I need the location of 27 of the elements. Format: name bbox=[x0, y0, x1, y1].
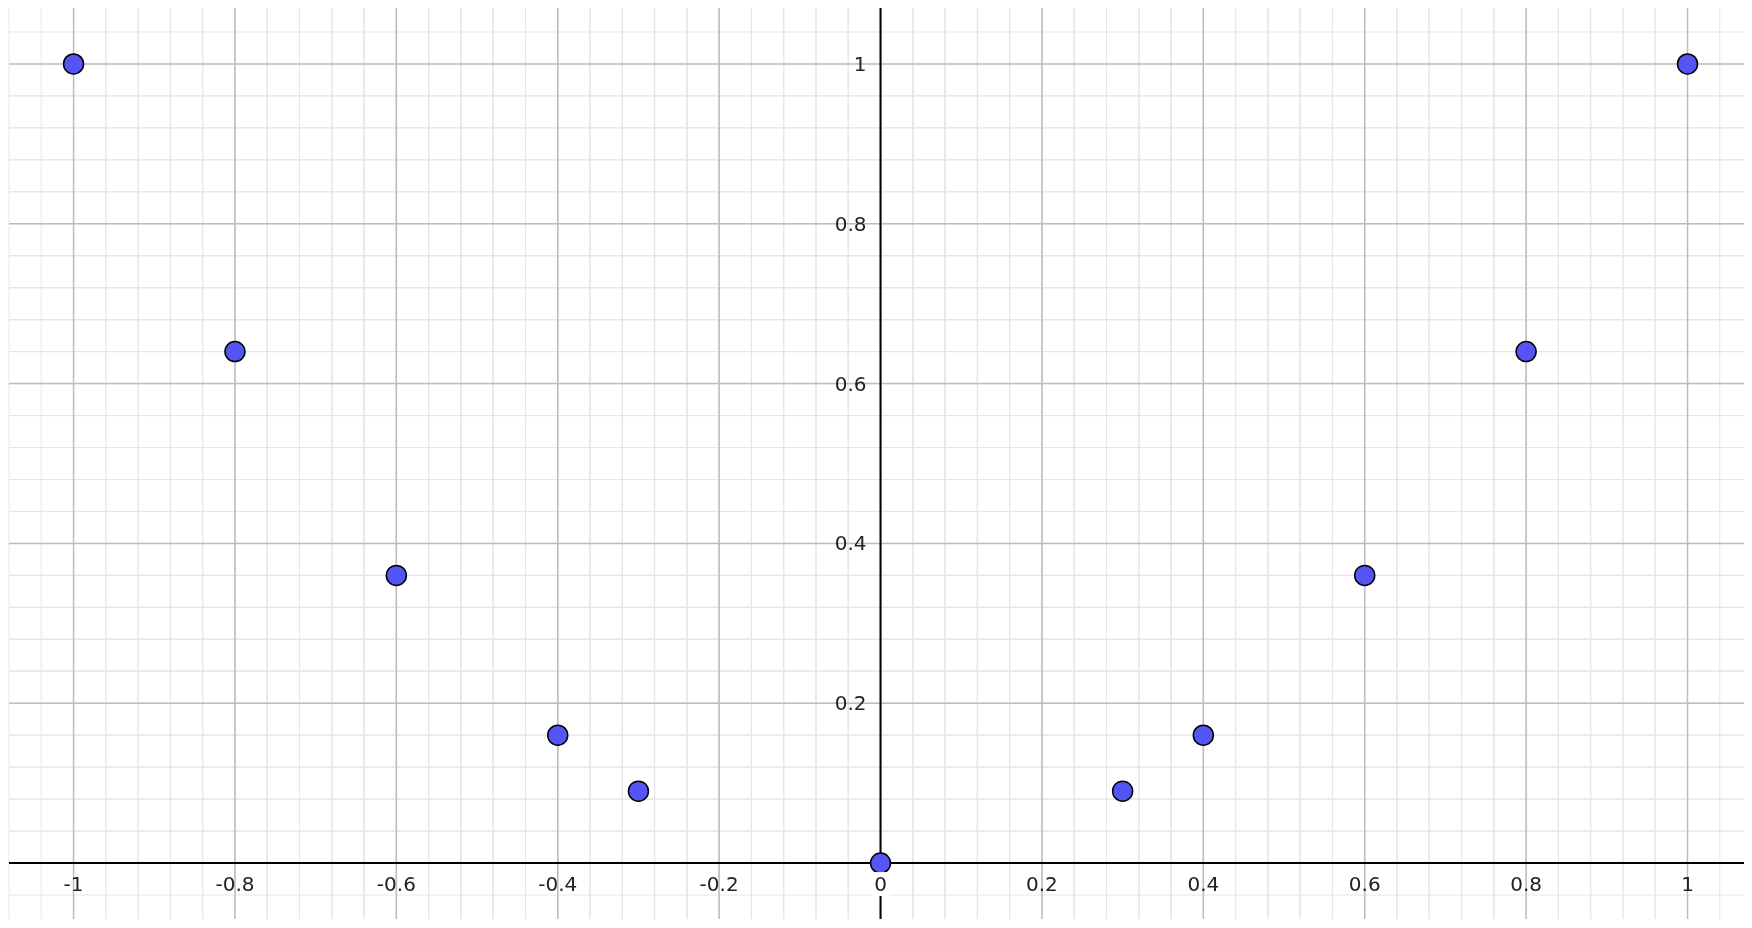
point bbox=[385, 564, 408, 587]
point bbox=[1515, 340, 1537, 363]
point bbox=[224, 340, 246, 363]
x-tick-label: -0.2 bbox=[699, 872, 739, 897]
point bbox=[1192, 724, 1215, 746]
point bbox=[62, 53, 85, 75]
x-tick-label: 0 bbox=[874, 872, 887, 897]
y-tick-label: 0.6 bbox=[834, 371, 867, 396]
point bbox=[1353, 564, 1376, 587]
point bbox=[1676, 53, 1699, 75]
y-tick-label: 0.4 bbox=[834, 531, 867, 556]
x-tick-label: 1 bbox=[1681, 872, 1694, 897]
x-tick-label: -0.4 bbox=[538, 872, 578, 897]
y-tick-label: 0.2 bbox=[834, 691, 867, 716]
y-tick-label: 0.8 bbox=[834, 211, 867, 236]
point bbox=[1111, 780, 1134, 802]
x-tick-label: -1 bbox=[63, 872, 84, 897]
y-tick-label: 1 bbox=[853, 51, 867, 76]
x-tick-label: -0.8 bbox=[215, 872, 255, 897]
x-tick-label: 0.6 bbox=[1348, 872, 1381, 897]
point bbox=[869, 852, 892, 874]
point bbox=[546, 724, 569, 746]
x-tick-label: 0.2 bbox=[1026, 872, 1058, 897]
x-tick-label: -0.6 bbox=[376, 872, 416, 897]
x-tick-label: 0.8 bbox=[1510, 872, 1543, 897]
point bbox=[627, 780, 650, 802]
x-tick-label: 0.4 bbox=[1187, 872, 1220, 897]
